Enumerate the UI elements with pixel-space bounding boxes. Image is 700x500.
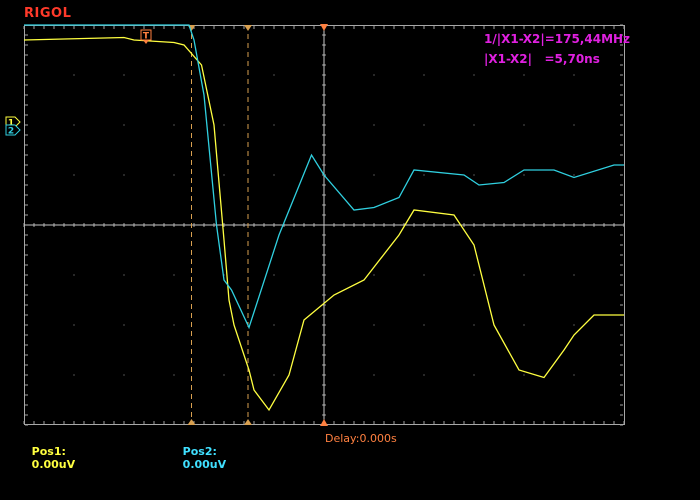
grid-dot (123, 274, 125, 276)
grid-dot (273, 324, 275, 326)
grid-dot (473, 124, 475, 126)
pos2-label: Pos2: (182, 445, 217, 458)
grid-dot (173, 74, 175, 76)
trace-ch2 (24, 24, 624, 330)
grid-dot (273, 274, 275, 276)
grid-dot (273, 124, 275, 126)
grid-dot (273, 374, 275, 376)
delay-readout: Delay:0.000s (325, 432, 397, 445)
grid-dot (123, 374, 125, 376)
grid-dot (573, 124, 575, 126)
grid-dot (373, 74, 375, 76)
grid-dot (523, 324, 525, 326)
grid-dot (523, 74, 525, 76)
grid-dot (223, 324, 225, 326)
grid-dot (123, 74, 125, 76)
grid-dot (373, 374, 375, 376)
pos2-readout: Pos2: 0.00uV (175, 432, 226, 471)
grid-dot (123, 324, 125, 326)
graticule-grid (23, 24, 625, 426)
grid-dot (223, 274, 225, 276)
grid-dot (373, 324, 375, 326)
grid-dot (173, 324, 175, 326)
cursor-bottom-arrow-icon (244, 419, 252, 425)
grid-dot (223, 374, 225, 376)
grid-dot (423, 324, 425, 326)
delay-top-marker-icon (320, 24, 328, 31)
cursor-bottom-arrow-icon (187, 419, 196, 425)
trigger-marker-label: T (143, 32, 150, 42)
pos2-value: 0.00uV (182, 458, 227, 471)
grid-dot (523, 174, 525, 176)
grid-dot (123, 174, 125, 176)
grid-dot (73, 324, 75, 326)
grid-dot (373, 124, 375, 126)
pos1-value: 0.00uV (31, 458, 76, 471)
ch2-ground-marker-icon (5, 124, 21, 136)
grid-dot (523, 274, 525, 276)
delta-measurement: |X1-X2| =5,70ns (484, 52, 600, 66)
grid-dot (273, 74, 275, 76)
grid-dot (223, 74, 225, 76)
grid-dot (273, 174, 275, 176)
trigger-pointer-icon (143, 40, 149, 44)
grid-dot (423, 374, 425, 376)
freq-measurement: 1/|X1-X2|=175,44MHz (484, 32, 631, 46)
grid-dot (73, 174, 75, 176)
grid-dot (423, 74, 425, 76)
grid-dot (573, 274, 575, 276)
grid-dot (373, 174, 375, 176)
grid-dot (73, 274, 75, 276)
ch2-ground-marker-label: 2 (8, 127, 14, 137)
delay-bottom-marker-icon (320, 419, 328, 426)
grid-dot (523, 374, 525, 376)
grid-dot (473, 324, 475, 326)
grid-dot (173, 374, 175, 376)
grid-dot (473, 274, 475, 276)
grid-dot (523, 124, 525, 126)
grid-dot (173, 274, 175, 276)
grid-dot (423, 174, 425, 176)
grid-dot (473, 174, 475, 176)
grid-dot (373, 274, 375, 276)
grid-dot (223, 174, 225, 176)
marker-glyphs: T 12 (5, 24, 328, 426)
grid-dot (473, 74, 475, 76)
grid-dot (73, 374, 75, 376)
grid-dot (423, 124, 425, 126)
cursor-top-arrow-icon (244, 25, 252, 31)
grid-dot (573, 174, 575, 176)
ch1-ground-marker-label: 1 (8, 119, 14, 129)
grid-dot (573, 374, 575, 376)
grid-dot (573, 74, 575, 76)
pos1-readout: Pos1: 0.00uV (24, 432, 75, 471)
cursor-lines (187, 25, 252, 425)
grid-dot (123, 124, 125, 126)
grid-dot (473, 374, 475, 376)
grid-dot (223, 124, 225, 126)
trace-ch1 (23, 36, 624, 412)
grid-dot (173, 124, 175, 126)
pos1-label: Pos1: (31, 445, 66, 458)
grid-dot (173, 174, 175, 176)
grid-dot (73, 74, 75, 76)
rigol-logo: RIGOL (24, 6, 72, 21)
grid-dot (73, 124, 75, 126)
waveform-traces (23, 24, 624, 412)
grid-dot (573, 324, 575, 326)
grid-dot (423, 274, 425, 276)
